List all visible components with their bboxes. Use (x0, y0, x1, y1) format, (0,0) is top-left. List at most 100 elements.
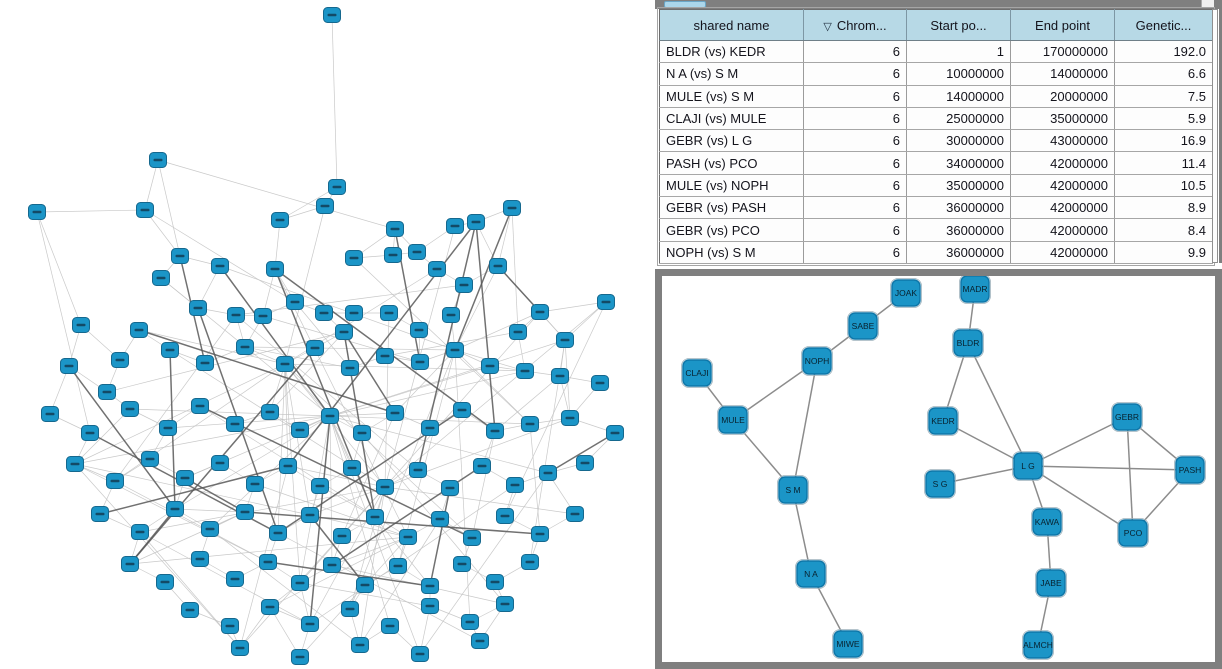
network-node[interactable] (376, 479, 394, 495)
network-node[interactable] (516, 363, 534, 379)
cell-value[interactable]: 10.5 (1114, 174, 1213, 198)
network-node[interactable] (597, 294, 615, 310)
network-node[interactable] (353, 425, 371, 441)
network-node[interactable] (227, 307, 245, 323)
network-node[interactable] (345, 305, 363, 321)
network-node[interactable] (341, 601, 359, 617)
network-node[interactable] (121, 556, 139, 572)
network-node[interactable] (455, 277, 473, 293)
network-node[interactable] (196, 355, 214, 371)
network-node[interactable] (279, 458, 297, 474)
network-edge-bldr-lg[interactable] (967, 342, 1029, 467)
network-edge-pash-lg[interactable] (1027, 465, 1191, 471)
cell-shared-name[interactable]: CLAJI (vs) MULE (659, 107, 804, 131)
network-node[interactable] (328, 179, 346, 195)
cell-value[interactable]: 30000000 (906, 129, 1011, 153)
filter-icon[interactable]: ▽ (823, 20, 832, 33)
network-node[interactable] (306, 340, 324, 356)
network-node[interactable] (246, 476, 264, 492)
network-node[interactable] (509, 324, 527, 340)
network-node[interactable] (591, 375, 609, 391)
network-node[interactable] (221, 618, 239, 634)
network-node[interactable] (446, 218, 464, 234)
network-node[interactable] (551, 368, 569, 384)
network-node[interactable] (176, 470, 194, 486)
network-node-jabe[interactable]: JABE (1035, 568, 1067, 598)
network-node[interactable] (521, 554, 539, 570)
network-node[interactable] (421, 578, 439, 594)
network-node-joak[interactable]: JOAK (890, 278, 922, 308)
network-node[interactable] (409, 462, 427, 478)
network-node[interactable] (333, 528, 351, 544)
network-node[interactable] (91, 506, 109, 522)
network-node[interactable] (345, 250, 363, 266)
network-node[interactable] (271, 212, 289, 228)
table-row[interactable]: CLAJI (vs) MULE 6 25000000 35000000 5.9 (659, 107, 1213, 131)
column-header-genetic-[interactable]: Genetic... (1114, 9, 1213, 41)
network-node[interactable] (291, 422, 309, 438)
network-node[interactable] (226, 571, 244, 587)
network-node[interactable] (335, 324, 353, 340)
cell-value[interactable]: 10000000 (906, 62, 1011, 86)
cell-value[interactable]: 6 (803, 62, 907, 86)
cell-value[interactable]: 192.0 (1114, 40, 1213, 64)
network-node[interactable] (211, 455, 229, 471)
network-node[interactable] (428, 261, 446, 277)
network-node[interactable] (442, 307, 460, 323)
network-node[interactable] (566, 506, 584, 522)
network-node[interactable] (236, 504, 254, 520)
network-edge-gebr-lg[interactable] (1027, 416, 1128, 467)
network-node[interactable] (343, 460, 361, 476)
network-node[interactable] (226, 416, 244, 432)
network-node[interactable] (201, 521, 219, 537)
network-node[interactable] (467, 214, 485, 230)
network-node[interactable] (389, 558, 407, 574)
network-node-miwe[interactable]: MIWE (832, 629, 864, 659)
network-node[interactable] (453, 402, 471, 418)
network-node-noph[interactable]: NOPH (801, 346, 833, 376)
network-node[interactable] (521, 416, 539, 432)
cell-value[interactable]: 42000000 (1010, 174, 1115, 198)
vertical-scrollbar-track[interactable] (1212, 9, 1218, 263)
table-row[interactable]: MULE (vs) S M 6 14000000 20000000 7.5 (659, 85, 1213, 108)
network-node[interactable] (410, 322, 428, 338)
cell-value[interactable]: 5.9 (1114, 107, 1213, 131)
network-node[interactable] (323, 7, 341, 23)
network-node[interactable] (121, 401, 139, 417)
cell-value[interactable]: 14000000 (906, 85, 1011, 108)
table-row[interactable]: GEBR (vs) L G 6 30000000 43000000 16.9 (659, 129, 1213, 153)
table-row[interactable]: MULE (vs) NOPH 6 35000000 42000000 10.5 (659, 174, 1213, 198)
network-node[interactable] (399, 529, 417, 545)
network-node[interactable] (506, 477, 524, 493)
network-node-kawa[interactable]: KAWA (1031, 507, 1063, 537)
cell-value[interactable]: 7.5 (1114, 85, 1213, 108)
cell-value[interactable]: 11.4 (1114, 151, 1213, 175)
network-node[interactable] (356, 577, 374, 593)
network-edge-gebr-pco[interactable] (1126, 416, 1134, 534)
network-node[interactable] (386, 221, 404, 237)
cell-shared-name[interactable]: MULE (vs) S M (659, 85, 804, 108)
network-node[interactable] (463, 530, 481, 546)
cell-value[interactable]: 6 (803, 218, 907, 242)
table-row[interactable]: N A (vs) S M 6 10000000 14000000 6.6 (659, 62, 1213, 86)
network-node-pash[interactable]: PASH (1174, 455, 1206, 485)
network-node[interactable] (489, 258, 507, 274)
network-node[interactable] (408, 244, 426, 260)
table-row[interactable]: BLDR (vs) KEDR 6 1 170000000 192.0 (659, 40, 1213, 64)
network-node[interactable] (111, 352, 129, 368)
horizontal-scrollbar[interactable] (655, 0, 1222, 9)
network-node[interactable] (152, 270, 170, 286)
network-node[interactable] (106, 473, 124, 489)
network-node-pco[interactable]: PCO (1117, 518, 1149, 548)
cell-value[interactable]: 42000000 (1010, 151, 1115, 175)
network-node[interactable] (496, 596, 514, 612)
network-edge-noph-sm[interactable] (792, 360, 818, 491)
cell-value[interactable]: 35000000 (906, 174, 1011, 198)
network-node[interactable] (316, 198, 334, 214)
scrollbar-thumb[interactable] (664, 1, 706, 8)
cell-value[interactable]: 170000000 (1010, 40, 1115, 64)
column-header-end-point[interactable]: End point (1010, 9, 1115, 41)
detail-network-canvas[interactable]: JOAK MADR SABE NOPH BLDR CLAJI MULE KEDR GEBR L G… (662, 276, 1215, 662)
cell-value[interactable]: 35000000 (1010, 107, 1115, 131)
cell-value[interactable]: 9.9 (1114, 241, 1213, 264)
